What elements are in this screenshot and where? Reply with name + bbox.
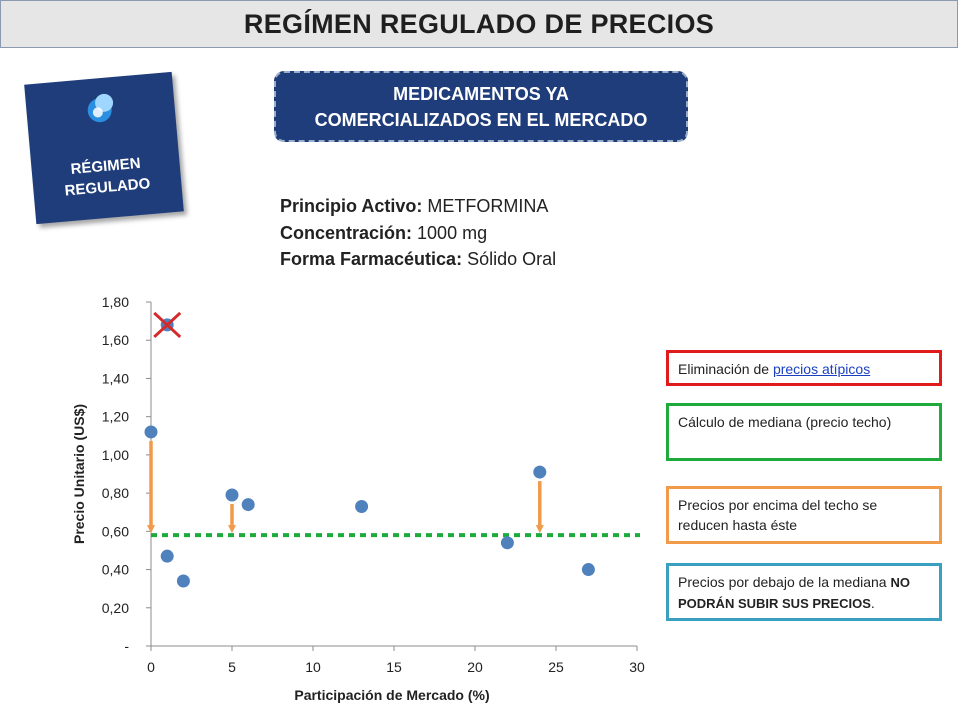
concentration-label: Concentración: (280, 222, 413, 243)
outlier-removal-box: Eliminación de precios atípicos (666, 350, 942, 386)
badge-label: RÉGIMEN REGULADO (31, 150, 182, 205)
below-median-box: Precios por debajo de la mediana NO PODR… (666, 563, 942, 621)
y-tick-label: 0,40 (102, 562, 129, 578)
x-tick-label: 10 (305, 659, 321, 675)
median-calc-text: Cálculo de mediana (precio techo) (678, 414, 892, 430)
product-info: Principio Activo: METFORMINA Concentraci… (280, 193, 556, 273)
outlier-removal-text: Eliminación de (678, 361, 773, 377)
below-median-bold: NO PODRÁN SUBIR SUS PRECIOS (678, 575, 910, 611)
x-tick-label: 25 (548, 659, 564, 675)
active-ingredient-label: Principio Activo: (280, 196, 423, 216)
dosage-form-value: Sólido Oral (467, 249, 557, 269)
data-point (500, 536, 514, 550)
data-point (533, 465, 547, 479)
scatter-chart: - 0,20 0,40 0,60 0,80 1,00 1,20 1,40 1,60 1,80 0 5 1… (71, 294, 645, 703)
concentration-value: 1000 mg (417, 222, 488, 243)
data-point (355, 499, 369, 513)
x-tick-label: 30 (629, 659, 645, 675)
y-tick-label: 0,60 (102, 523, 129, 539)
x-tick-label: 0 (147, 659, 155, 675)
section-banner-line1: MEDICAMENTOS YA (393, 83, 569, 104)
dosage-form-row: Forma Farmacéutica: Sólido Oral (280, 246, 556, 273)
x-axis-label: Participación de Mercado (%) (294, 687, 489, 703)
data-point (581, 563, 595, 577)
dosage-form-label: Forma Farmacéutica: (280, 249, 463, 269)
active-ingredient-value: METFORMINA (427, 196, 549, 216)
reduction-box: Precios por encima del techo se reducen … (666, 486, 942, 544)
data-point (176, 574, 190, 588)
y-tick-label: 1,80 (102, 294, 129, 310)
section-banner-line2: COMERCIALIZADOS EN EL MERCADO (314, 109, 648, 130)
y-tick-label: 0,80 (102, 485, 129, 501)
y-axis-label: Precio Unitario (US$) (71, 404, 87, 544)
y-tick-label: - (124, 638, 129, 654)
regime-badge: RÉGIMEN REGULADO (24, 71, 184, 225)
section-banner: MEDICAMENTOS YA COMERCIALIZADOS EN EL ME… (274, 71, 688, 142)
title-bar: REGÍMEN REGULADO DE PRECIOS (0, 0, 958, 48)
y-tick-label: 1,20 (102, 409, 129, 425)
median-calc-box: Cálculo de mediana (precio techo) (666, 403, 942, 461)
below-median-text: Precios por debajo de la mediana (678, 574, 891, 590)
pin-icon (87, 93, 114, 123)
x-tick-label: 5 (228, 659, 236, 675)
data-point (225, 488, 239, 502)
y-tick-label: 1,60 (102, 332, 129, 348)
outlier-prices-link[interactable]: precios atípicos (772, 361, 871, 377)
x-tick-label: 15 (386, 659, 402, 675)
active-ingredient-row: Principio Activo: METFORMINA (280, 193, 556, 220)
y-tick-label: 1,00 (102, 447, 129, 463)
data-point (160, 549, 174, 563)
data-point (241, 498, 255, 512)
outlier-cross-mark (153, 311, 182, 339)
page-title: REGÍMEN REGULADO DE PRECIOS (243, 8, 715, 39)
reduction-text: Precios por encima del techo se reducen … (678, 497, 878, 533)
data-point (144, 425, 158, 439)
concentration-row: Concentración: 1000 mg (280, 220, 556, 247)
y-tick-label: 1,40 (102, 370, 129, 386)
y-tick-label: 0,20 (102, 600, 129, 616)
below-median-suffix: . (870, 595, 875, 611)
x-tick-label: 20 (467, 659, 483, 675)
